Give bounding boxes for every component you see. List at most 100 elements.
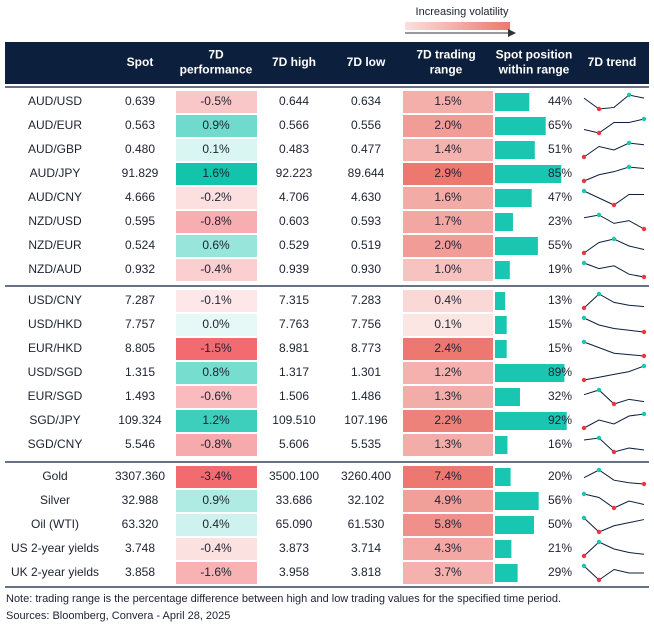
column-header: range xyxy=(430,63,463,77)
performance: 0.8% xyxy=(202,365,230,379)
trend-high xyxy=(596,212,602,218)
spot: 0.480 xyxy=(125,142,155,156)
high: 8.981 xyxy=(279,341,309,355)
trend-line xyxy=(583,293,645,309)
performance-cell xyxy=(176,490,257,512)
trend-high xyxy=(581,188,587,194)
position-bar xyxy=(495,564,518,582)
low: 0.930 xyxy=(351,262,381,276)
trend-line xyxy=(583,94,645,110)
trading-range: 1.7% xyxy=(434,214,462,228)
column-header: performance xyxy=(180,63,253,77)
performance: -0.6% xyxy=(200,389,232,403)
position: 65% xyxy=(548,118,572,132)
spot: 0.932 xyxy=(125,262,155,276)
trend-high xyxy=(626,164,632,170)
range-cell xyxy=(403,259,493,281)
trend-line xyxy=(583,565,644,581)
performance-cell xyxy=(176,187,257,209)
trend-low xyxy=(641,481,647,487)
high: 0.483 xyxy=(279,142,309,156)
range-cell xyxy=(403,538,493,560)
low: 89.644 xyxy=(348,166,385,180)
row-label: AUD/CNY xyxy=(28,190,82,204)
range-cell xyxy=(403,163,493,185)
trend-low xyxy=(611,505,617,511)
trend-low xyxy=(581,154,587,160)
high: 3500.100 xyxy=(269,469,319,483)
trend-high xyxy=(596,435,602,441)
spot: 4.666 xyxy=(125,190,155,204)
range-cell xyxy=(403,91,493,113)
column-header: 7D high xyxy=(272,55,316,69)
trend-line xyxy=(583,118,645,134)
trend-high xyxy=(596,387,602,393)
trading-range: 2.4% xyxy=(434,341,462,355)
high: 1.317 xyxy=(279,365,309,379)
trend-high xyxy=(581,563,587,569)
position-bar xyxy=(495,516,534,534)
low: 3.818 xyxy=(351,565,381,579)
trading-range: 0.4% xyxy=(434,293,462,307)
row-label: NZD/AUD xyxy=(28,262,82,276)
position: 20% xyxy=(548,469,572,483)
performance-cell xyxy=(176,386,257,408)
performance-cell xyxy=(176,514,257,536)
range-cell xyxy=(403,187,493,209)
performance-cell xyxy=(176,314,257,336)
performance-cell xyxy=(176,362,257,384)
spot: 0.524 xyxy=(125,238,155,252)
row-label: USD/HKD xyxy=(28,317,82,331)
performance-cell xyxy=(176,259,257,281)
trend-line xyxy=(583,413,645,429)
position-bar xyxy=(495,388,520,406)
range-cell xyxy=(403,139,493,161)
performance-cell xyxy=(176,538,257,560)
position: 23% xyxy=(548,214,572,228)
trend-low xyxy=(581,553,587,559)
performance-cell xyxy=(176,290,257,312)
row-label: USD/SGD xyxy=(28,365,83,379)
range-cell xyxy=(403,115,493,137)
high: 3.958 xyxy=(279,565,309,579)
performance-cell xyxy=(176,434,257,456)
trading-range: 1.3% xyxy=(434,437,462,451)
range-cell xyxy=(403,490,493,512)
trend-line xyxy=(583,541,645,557)
position-bar xyxy=(495,316,507,334)
position-bar xyxy=(495,141,535,159)
trading-range: 3.7% xyxy=(434,565,462,579)
position-bar xyxy=(495,165,562,183)
position-bar xyxy=(495,340,507,358)
position: 32% xyxy=(548,389,572,403)
performance: 0.1% xyxy=(202,142,230,156)
performance: -0.5% xyxy=(200,94,232,108)
range-cell xyxy=(403,314,493,336)
range-cell xyxy=(403,386,493,408)
position-bar xyxy=(495,492,539,510)
row-label: US 2-year yields xyxy=(11,541,99,555)
performance-cell xyxy=(176,91,257,113)
trend-line xyxy=(583,341,645,357)
performance: 0.6% xyxy=(202,238,230,252)
low: 1.486 xyxy=(351,389,381,403)
position-bar xyxy=(495,93,530,111)
trading-range: 1.0% xyxy=(434,262,462,276)
spot: 0.595 xyxy=(125,214,155,228)
spot: 63.320 xyxy=(122,517,159,531)
performance-cell xyxy=(176,163,257,185)
trend-line xyxy=(583,317,645,333)
low: 5.535 xyxy=(351,437,381,451)
position-bar xyxy=(495,292,506,310)
trend-high xyxy=(581,491,587,497)
position: 15% xyxy=(548,341,572,355)
high: 65.090 xyxy=(276,517,313,531)
position: 29% xyxy=(548,565,572,579)
trading-range: 2.0% xyxy=(434,118,462,132)
high: 0.529 xyxy=(279,238,309,252)
volatility-note: Increasing volatility xyxy=(416,6,509,18)
high: 7.315 xyxy=(279,293,309,307)
trend-line xyxy=(583,365,645,381)
position: 85% xyxy=(548,166,572,180)
